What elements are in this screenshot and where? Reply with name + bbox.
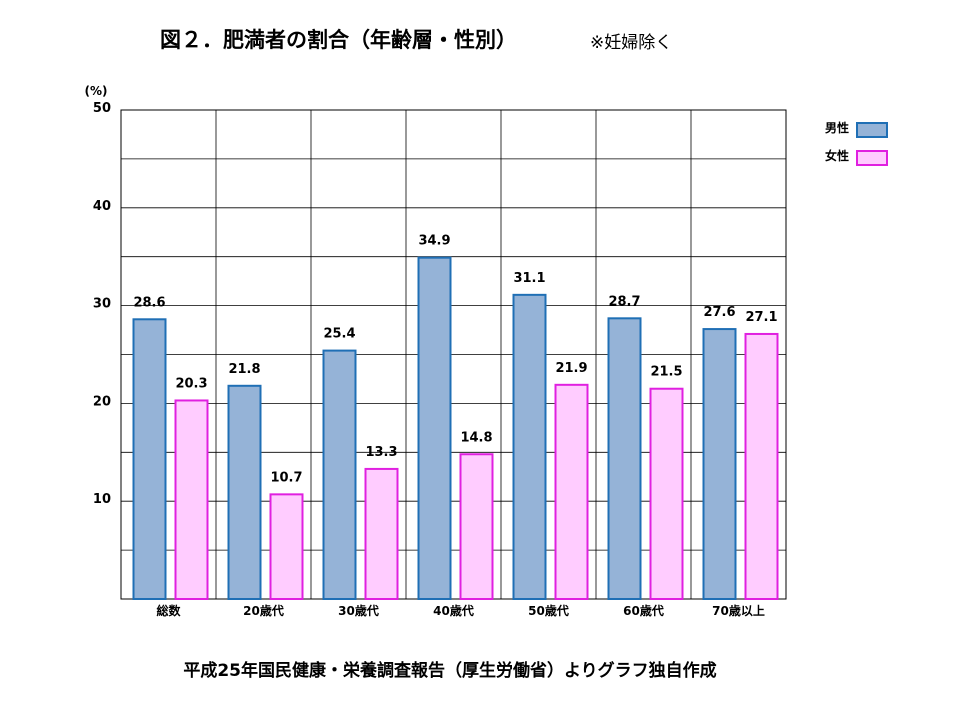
bar-female	[269, 493, 304, 601]
data-label: 13.3	[365, 445, 397, 460]
data-label: 28.7	[608, 294, 640, 309]
category-label: 30歳代	[338, 603, 379, 618]
bar-male	[607, 317, 642, 600]
source-footer: 平成25年国民健康・栄養調査報告（厚生労働省）よりグラフ独自作成	[183, 661, 717, 681]
data-label: 10.7	[270, 470, 302, 485]
y-unit-label: (%)	[85, 84, 108, 98]
bar-female	[744, 332, 779, 600]
y-tick-label: 50	[93, 101, 111, 116]
data-label: 20.3	[175, 376, 207, 391]
chart-title: 図２．肥満者の割合（年齢層・性別）	[160, 28, 517, 52]
data-label: 28.6	[133, 295, 165, 310]
category-label: 50歳代	[528, 603, 569, 618]
data-label: 27.1	[745, 310, 777, 325]
data-label: 21.9	[555, 361, 587, 376]
y-tick-label: 10	[93, 492, 111, 507]
bar-male	[702, 328, 737, 600]
category-label: 20歳代	[243, 603, 284, 618]
data-label: 27.6	[703, 305, 735, 320]
chart-note: ※妊婦除く	[590, 33, 673, 53]
bar-female	[174, 399, 209, 600]
data-label: 34.9	[418, 234, 450, 249]
category-label: 総数	[156, 603, 181, 618]
bar-male	[417, 256, 452, 600]
legend-swatch	[856, 122, 888, 138]
bar-male	[512, 293, 547, 600]
bar-female	[364, 467, 399, 600]
data-label: 21.8	[228, 362, 260, 377]
bar-female	[649, 387, 684, 601]
bar-male	[132, 318, 167, 600]
data-label: 14.8	[460, 430, 492, 445]
bar-male	[322, 349, 357, 601]
category-label: 70歳以上	[712, 603, 765, 618]
legend-swatch	[856, 150, 888, 166]
legend-label: 男性	[825, 120, 849, 135]
legend-label: 女性	[825, 148, 849, 163]
data-label: 25.4	[323, 327, 355, 342]
category-label: 40歳代	[433, 603, 474, 618]
data-label: 31.1	[513, 271, 545, 286]
data-label: 21.5	[650, 365, 682, 380]
bar-male	[227, 384, 262, 600]
category-label: 60歳代	[623, 603, 664, 618]
plot-frame	[120, 109, 787, 600]
y-tick-label: 30	[93, 297, 111, 312]
bar-female	[459, 453, 494, 601]
y-tick-label: 40	[93, 199, 111, 214]
bar-female	[554, 383, 589, 600]
y-tick-label: 20	[93, 394, 111, 409]
